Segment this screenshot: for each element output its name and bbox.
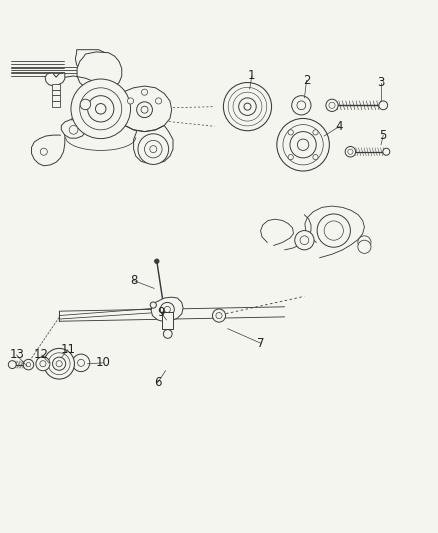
Circle shape [48,353,70,375]
Circle shape [69,125,78,134]
Circle shape [141,89,148,95]
Circle shape [40,148,47,155]
Circle shape [44,349,74,379]
Circle shape [53,357,66,370]
Circle shape [228,87,267,126]
Circle shape [216,312,222,319]
Circle shape [36,357,50,371]
Text: 4: 4 [336,120,343,133]
Circle shape [244,103,251,110]
Circle shape [160,302,174,317]
Circle shape [313,155,318,160]
Circle shape [78,359,85,366]
Circle shape [141,106,148,113]
Circle shape [95,103,106,114]
Polygon shape [75,50,109,70]
Circle shape [383,148,390,155]
Circle shape [155,98,162,104]
Circle shape [71,79,131,139]
Circle shape [212,309,226,322]
Text: 12: 12 [34,349,49,361]
Circle shape [277,118,329,171]
Circle shape [138,134,169,165]
FancyBboxPatch shape [52,90,60,95]
Circle shape [329,102,335,108]
Circle shape [324,221,343,240]
Circle shape [317,214,350,247]
FancyBboxPatch shape [52,84,60,90]
Polygon shape [45,73,65,86]
Circle shape [295,231,314,250]
Circle shape [283,125,323,165]
Text: 3: 3 [378,76,385,89]
Circle shape [300,236,309,245]
Circle shape [290,132,316,158]
Circle shape [358,236,371,249]
Circle shape [145,140,162,158]
Circle shape [358,240,371,253]
Circle shape [223,83,272,131]
Circle shape [80,99,91,110]
Circle shape [239,98,256,115]
Circle shape [72,354,90,372]
Text: 7: 7 [257,337,265,350]
Polygon shape [151,297,183,322]
Circle shape [164,322,169,327]
Circle shape [163,329,172,338]
Text: 8: 8 [130,274,137,287]
Text: 5: 5 [380,128,387,142]
Circle shape [326,99,338,111]
Circle shape [164,306,170,312]
Circle shape [345,147,356,157]
Text: 1: 1 [248,69,256,83]
Circle shape [88,96,114,122]
Circle shape [137,102,152,118]
Polygon shape [117,86,172,132]
Text: 13: 13 [9,349,24,361]
Circle shape [233,92,262,121]
Circle shape [297,101,306,110]
Circle shape [40,361,46,367]
Polygon shape [61,120,85,138]
Circle shape [288,155,293,160]
Circle shape [348,149,353,155]
Circle shape [288,130,293,135]
Text: 2: 2 [303,74,311,87]
Circle shape [150,146,157,152]
Circle shape [297,139,309,150]
Text: 10: 10 [95,357,110,369]
FancyBboxPatch shape [52,95,60,101]
Circle shape [292,96,311,115]
Circle shape [23,359,34,370]
Text: 9: 9 [157,306,165,319]
Circle shape [127,98,134,104]
Circle shape [155,259,159,263]
Circle shape [379,101,388,110]
Circle shape [150,302,156,308]
Circle shape [8,361,16,368]
Text: 6: 6 [154,376,162,389]
FancyBboxPatch shape [52,101,60,107]
Text: 11: 11 [60,343,75,356]
FancyBboxPatch shape [162,312,173,329]
Polygon shape [77,52,122,92]
Circle shape [313,130,318,135]
Circle shape [56,361,62,367]
Circle shape [26,362,31,367]
Circle shape [80,88,122,130]
